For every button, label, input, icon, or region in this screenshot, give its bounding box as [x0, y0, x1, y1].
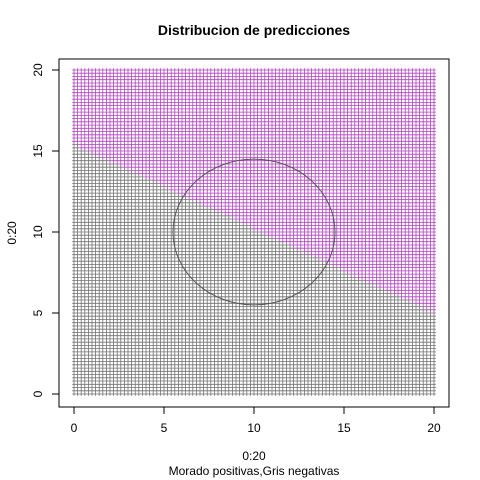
y-tick-label: 0 — [31, 390, 45, 397]
y-axis: 0 5 10 15 20 — [31, 63, 60, 397]
chart-title: Distribucion de predicciones — [158, 22, 350, 38]
y-tick-label: 20 — [31, 63, 45, 77]
x-tick-label: 15 — [337, 421, 351, 435]
reference-circle — [172, 158, 336, 306]
y-tick-label: 5 — [31, 309, 45, 316]
y-axis-label: 0:20 — [5, 221, 19, 245]
x-tick-label: 10 — [247, 421, 261, 435]
reference-circle-layer — [172, 158, 336, 306]
y-tick-label: 15 — [31, 144, 45, 158]
x-axis-label: 0:20 — [242, 449, 266, 463]
positive-points — [72, 68, 436, 312]
x-tick-label: 5 — [161, 421, 168, 435]
x-axis: 0 5 10 15 20 — [71, 406, 441, 435]
x-tick-label: 0 — [71, 421, 78, 435]
prediction-grid-points — [72, 68, 436, 396]
negative-points — [72, 142, 436, 396]
y-tick-label: 10 — [31, 225, 45, 239]
x-tick-label: 20 — [427, 421, 441, 435]
chart-subtitle: Morado positivas,Gris negativas — [169, 464, 340, 478]
